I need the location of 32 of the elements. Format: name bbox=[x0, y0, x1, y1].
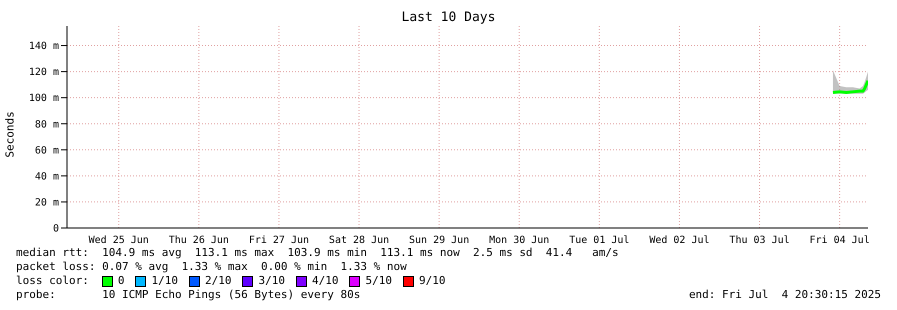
y-tick-label: 0 bbox=[52, 224, 59, 235]
x-tick-label: Wed 02 Jul bbox=[649, 235, 710, 246]
x-tick-label: Thu 03 Jul bbox=[729, 235, 790, 246]
x-tick-label: Fri 27 Jun bbox=[248, 235, 310, 246]
y-tick-label: 140 m bbox=[28, 41, 59, 52]
y-tick-label: 100 m bbox=[28, 93, 59, 104]
legend-label: 1/10 bbox=[151, 274, 178, 288]
y-axis-title: Seconds bbox=[4, 111, 16, 158]
chart-title: Last 10 Days bbox=[400, 10, 496, 25]
legend-label: 2/10 bbox=[204, 274, 232, 288]
text: probe: 10 ICMP Echo Pings (56 Bytes) every 80s bbox=[16, 288, 362, 302]
y-tick-label: 80 m bbox=[34, 119, 59, 130]
x-tick-label: Sun 29 Jun bbox=[409, 235, 470, 246]
x-tick-label: Wed 25 Jun bbox=[88, 235, 149, 246]
legend-title: loss color: bbox=[16, 274, 89, 288]
legend-label: 9/10 bbox=[418, 274, 446, 288]
x-tick-label: Fri 04 Jul bbox=[810, 235, 870, 246]
legend-label: 3/10 bbox=[258, 274, 285, 288]
y-tick-label: 20 m bbox=[34, 197, 59, 208]
x-tick-label: Thu 26 Jun bbox=[168, 235, 229, 246]
x-tick-label: Mon 30 Jun bbox=[489, 235, 550, 246]
legend-label: 5/10 bbox=[365, 274, 392, 288]
legend-label: 0 bbox=[118, 274, 124, 288]
x-tick-label: Sat 28 Jun bbox=[328, 235, 390, 246]
y-tick-label: 120 m bbox=[28, 67, 59, 78]
text: end: Fri Jul 4 20:30:15 2025 bbox=[688, 288, 881, 301]
y-tick-label: 60 m bbox=[34, 145, 59, 156]
x-tick-label: Tue 01 Jul bbox=[569, 235, 630, 246]
y-tick-label: 40 m bbox=[34, 171, 59, 182]
text: packet loss: 0.07 % avg 1.33 % max 0.00 % min 1.33 % now bbox=[16, 260, 408, 274]
legend-label: 4/10 bbox=[312, 274, 338, 288]
text: median rtt: 104.9 ms avg 113.1 ms max 103.9 ms min 113.1 ms now 2.5 ms sd 41.4 am/s bbox=[16, 246, 619, 260]
